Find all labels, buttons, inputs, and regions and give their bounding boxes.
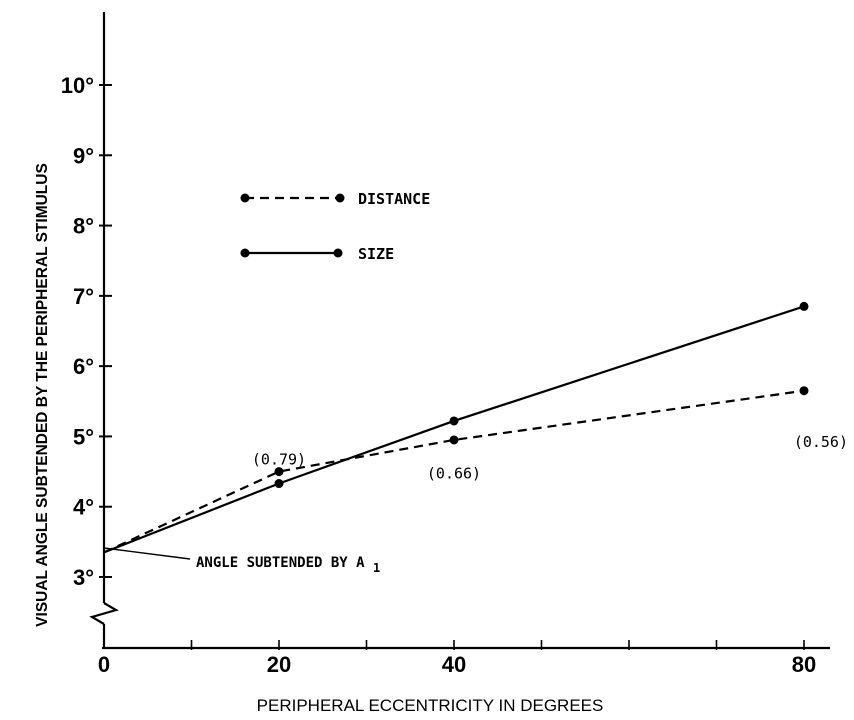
y-tick-label: 6° xyxy=(73,354,94,379)
y-tick-label: 4° xyxy=(73,495,94,520)
legend-size-marker-end xyxy=(333,248,343,258)
legend-distance-label: DISTANCE xyxy=(358,190,430,208)
series-size-line xyxy=(103,305,805,554)
y-tick-label: 3° xyxy=(73,565,94,590)
x-axis-title: PERIPHERAL ECCENTRICITY IN DEGREES xyxy=(257,696,604,715)
x-tick-group: 0 20 40 80 xyxy=(98,640,816,677)
series-distance-point xyxy=(799,386,809,396)
legend-distance-marker-end xyxy=(335,193,345,203)
series-size-point xyxy=(274,479,284,489)
x-tick-label: 0 xyxy=(98,652,110,677)
legend-size-marker-start xyxy=(240,248,250,258)
y-axis-break xyxy=(89,602,119,625)
y-tick-label: 10° xyxy=(61,73,94,98)
callout-text: ANGLE SUBTENDED BY A xyxy=(196,555,365,571)
x-tick-label: 80 xyxy=(792,652,816,677)
series-size-point xyxy=(449,416,459,426)
y-tick-label: 9° xyxy=(73,143,94,168)
y-tick-label: 5° xyxy=(73,424,94,449)
series-group xyxy=(103,301,809,554)
series-distance-line xyxy=(103,389,805,554)
callout-group: ANGLE SUBTENDED BY A 1 xyxy=(103,547,380,575)
legend: DISTANCE SIZE xyxy=(240,190,430,263)
y-tick-label: 7° xyxy=(73,284,94,309)
legend-distance-marker-start xyxy=(240,193,250,203)
x-tick-label: 40 xyxy=(442,652,466,677)
legend-size-label: SIZE xyxy=(358,245,394,263)
correlation-annotation: (0.66) xyxy=(427,465,481,483)
callout-label: ANGLE SUBTENDED BY A 1 xyxy=(196,555,380,575)
correlation-annotation: (0.56) xyxy=(794,433,848,451)
y-axis-title: VISUAL ANGLE SUBTENDED BY THE PERIPHERAL… xyxy=(34,163,51,627)
series-size-point xyxy=(799,301,809,311)
callout-subscript: 1 xyxy=(373,561,380,575)
axes xyxy=(89,12,830,650)
y-tick-group: 3° 4° 5° 6° 7° 8° 9° 10° xyxy=(61,73,112,590)
callout-leader xyxy=(103,547,191,560)
series-distance-point xyxy=(274,467,284,477)
y-tick-label: 8° xyxy=(73,214,94,239)
correlation-annotation: (0.79) xyxy=(252,451,306,469)
series-distance-point xyxy=(449,435,459,445)
x-tick-label: 20 xyxy=(267,652,291,677)
annotation-group: (0.79) (0.66) (0.56) xyxy=(252,433,848,483)
